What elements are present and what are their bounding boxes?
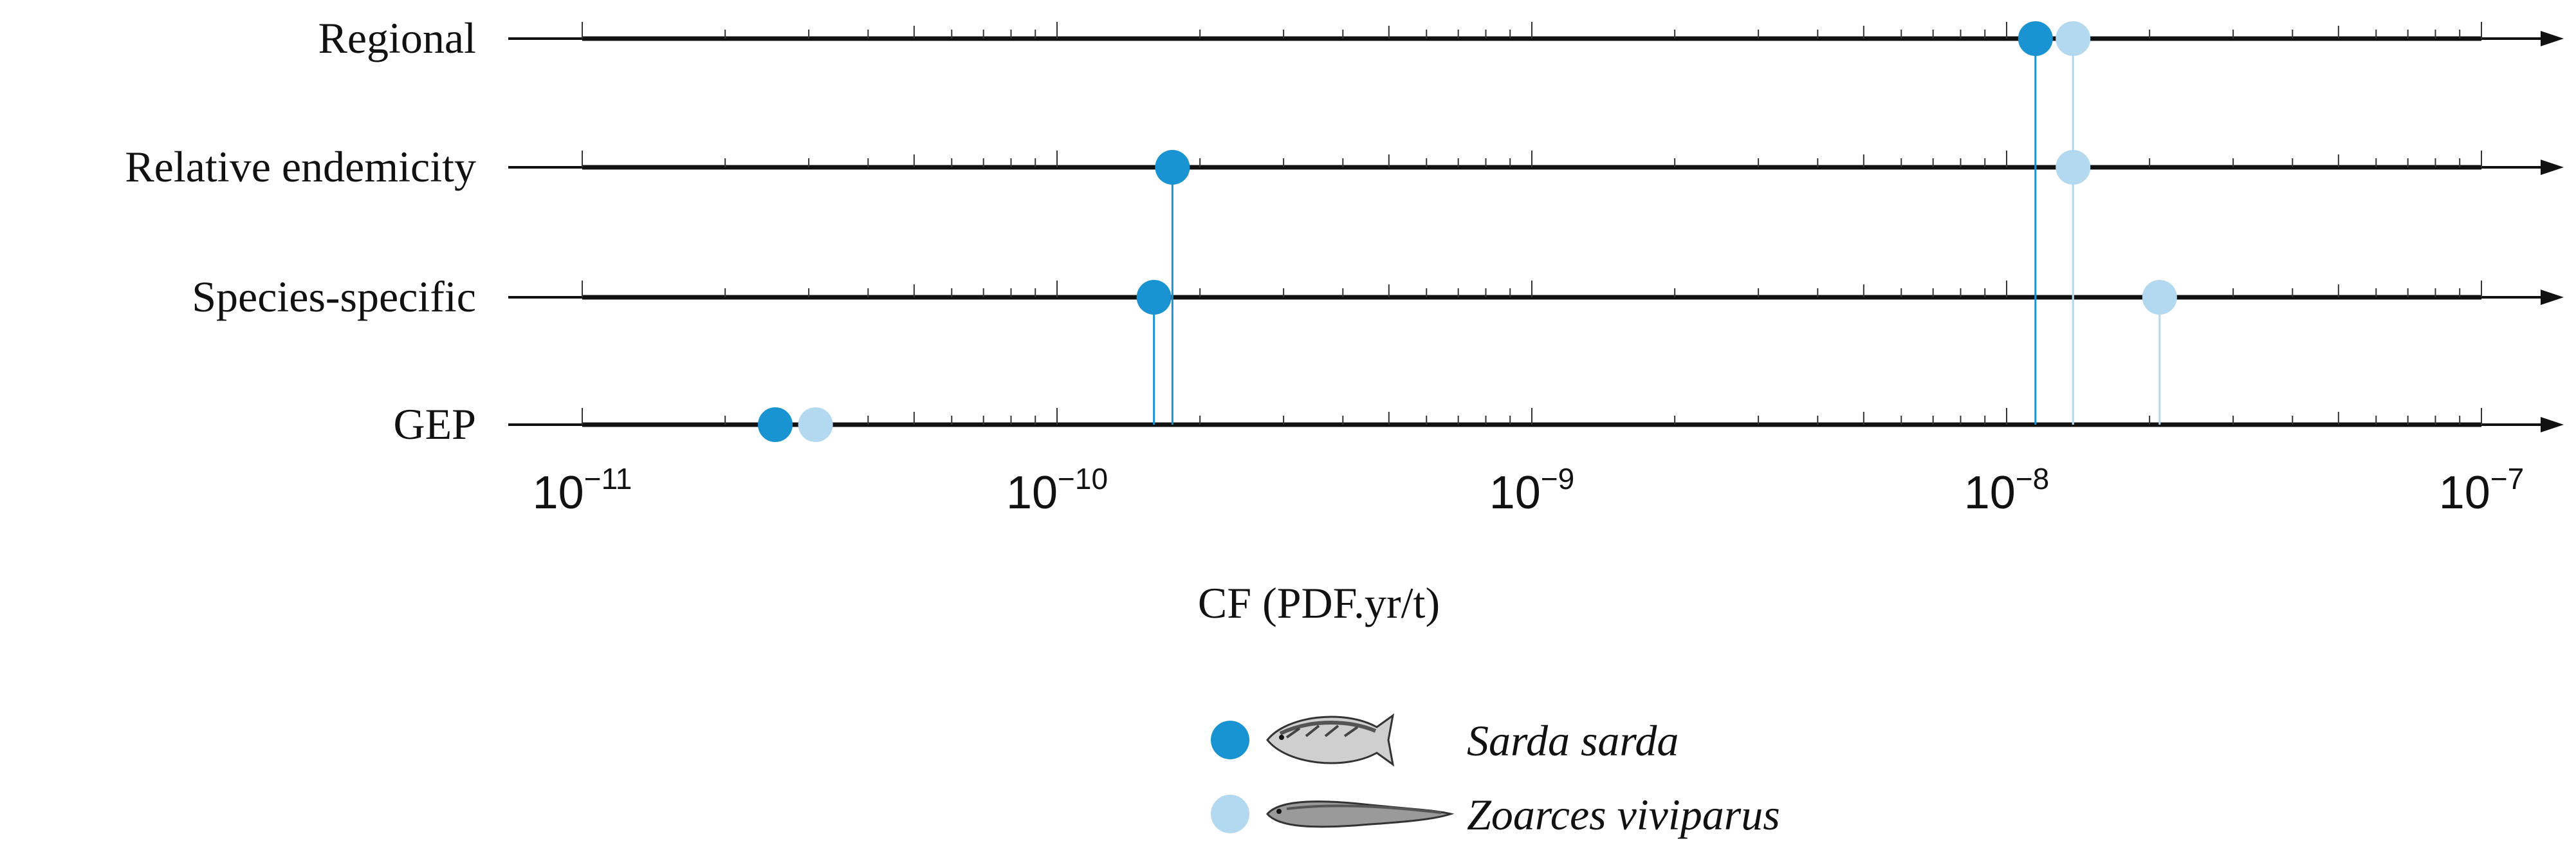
x-axis-label: CF (PDF.yr/t) xyxy=(1198,578,1440,627)
category-rows: Regional Relative endemicity Species-speci… xyxy=(125,14,2564,448)
axis-arrow-icon xyxy=(2541,290,2564,305)
point-sarda-sarda-regional xyxy=(2018,21,2053,56)
eelpout-fish-icon xyxy=(1266,800,1455,828)
x-tick-label: 10−10 xyxy=(1006,462,1108,519)
drop-lines xyxy=(1153,39,2161,425)
x-tick-label: 10−9 xyxy=(1489,462,1575,519)
point-zoarces-viviparus-species-specific xyxy=(2142,280,2177,315)
axis-arrow-icon xyxy=(2541,417,2564,432)
point-sarda-sarda-relative-endemicity xyxy=(1155,150,1190,185)
legend-entry-zoarces-viviparus: Zoarces viviparus xyxy=(1211,790,1780,839)
x-tick-label: 10−7 xyxy=(2439,462,2525,519)
row-label: GEP xyxy=(394,400,476,448)
legend: Sarda sarda Zoarces viviparus xyxy=(1211,713,1780,839)
row-relative-endemicity: Relative endemicity xyxy=(125,142,2564,191)
row-species-specific: Species-specific xyxy=(192,272,2564,321)
row-gep: GEP xyxy=(394,400,2564,448)
x-tick-label: 10−11 xyxy=(533,462,632,519)
point-zoarces-viviparus-gep xyxy=(798,407,833,442)
legend-marker xyxy=(1211,721,1249,759)
row-label: Relative endemicity xyxy=(125,142,476,191)
axis-arrow-icon xyxy=(2541,160,2564,175)
legend-entry-sarda-sarda: Sarda sarda xyxy=(1211,713,1679,767)
mackerel-fish-icon xyxy=(1266,713,1395,767)
legend-label: Zoarces viviparus xyxy=(1467,790,1780,839)
data-points xyxy=(758,21,2177,442)
row-regional: Regional xyxy=(318,14,2564,62)
axis-arrow-icon xyxy=(2541,31,2564,46)
x-axis-tick-labels: 10−11 10−10 10−9 10−8 10−7 xyxy=(533,462,2525,519)
point-zoarces-viviparus-regional xyxy=(2056,21,2091,56)
row-label: Regional xyxy=(318,14,476,62)
x-tick-label: 10−8 xyxy=(1964,462,2050,519)
legend-marker xyxy=(1211,795,1249,833)
row-label: Species-specific xyxy=(192,272,476,321)
legend-label: Sarda sarda xyxy=(1467,716,1679,765)
point-sarda-sarda-gep xyxy=(758,407,793,442)
point-sarda-sarda-species-specific xyxy=(1136,280,1172,315)
point-zoarces-viviparus-relative-endemicity xyxy=(2056,150,2091,185)
